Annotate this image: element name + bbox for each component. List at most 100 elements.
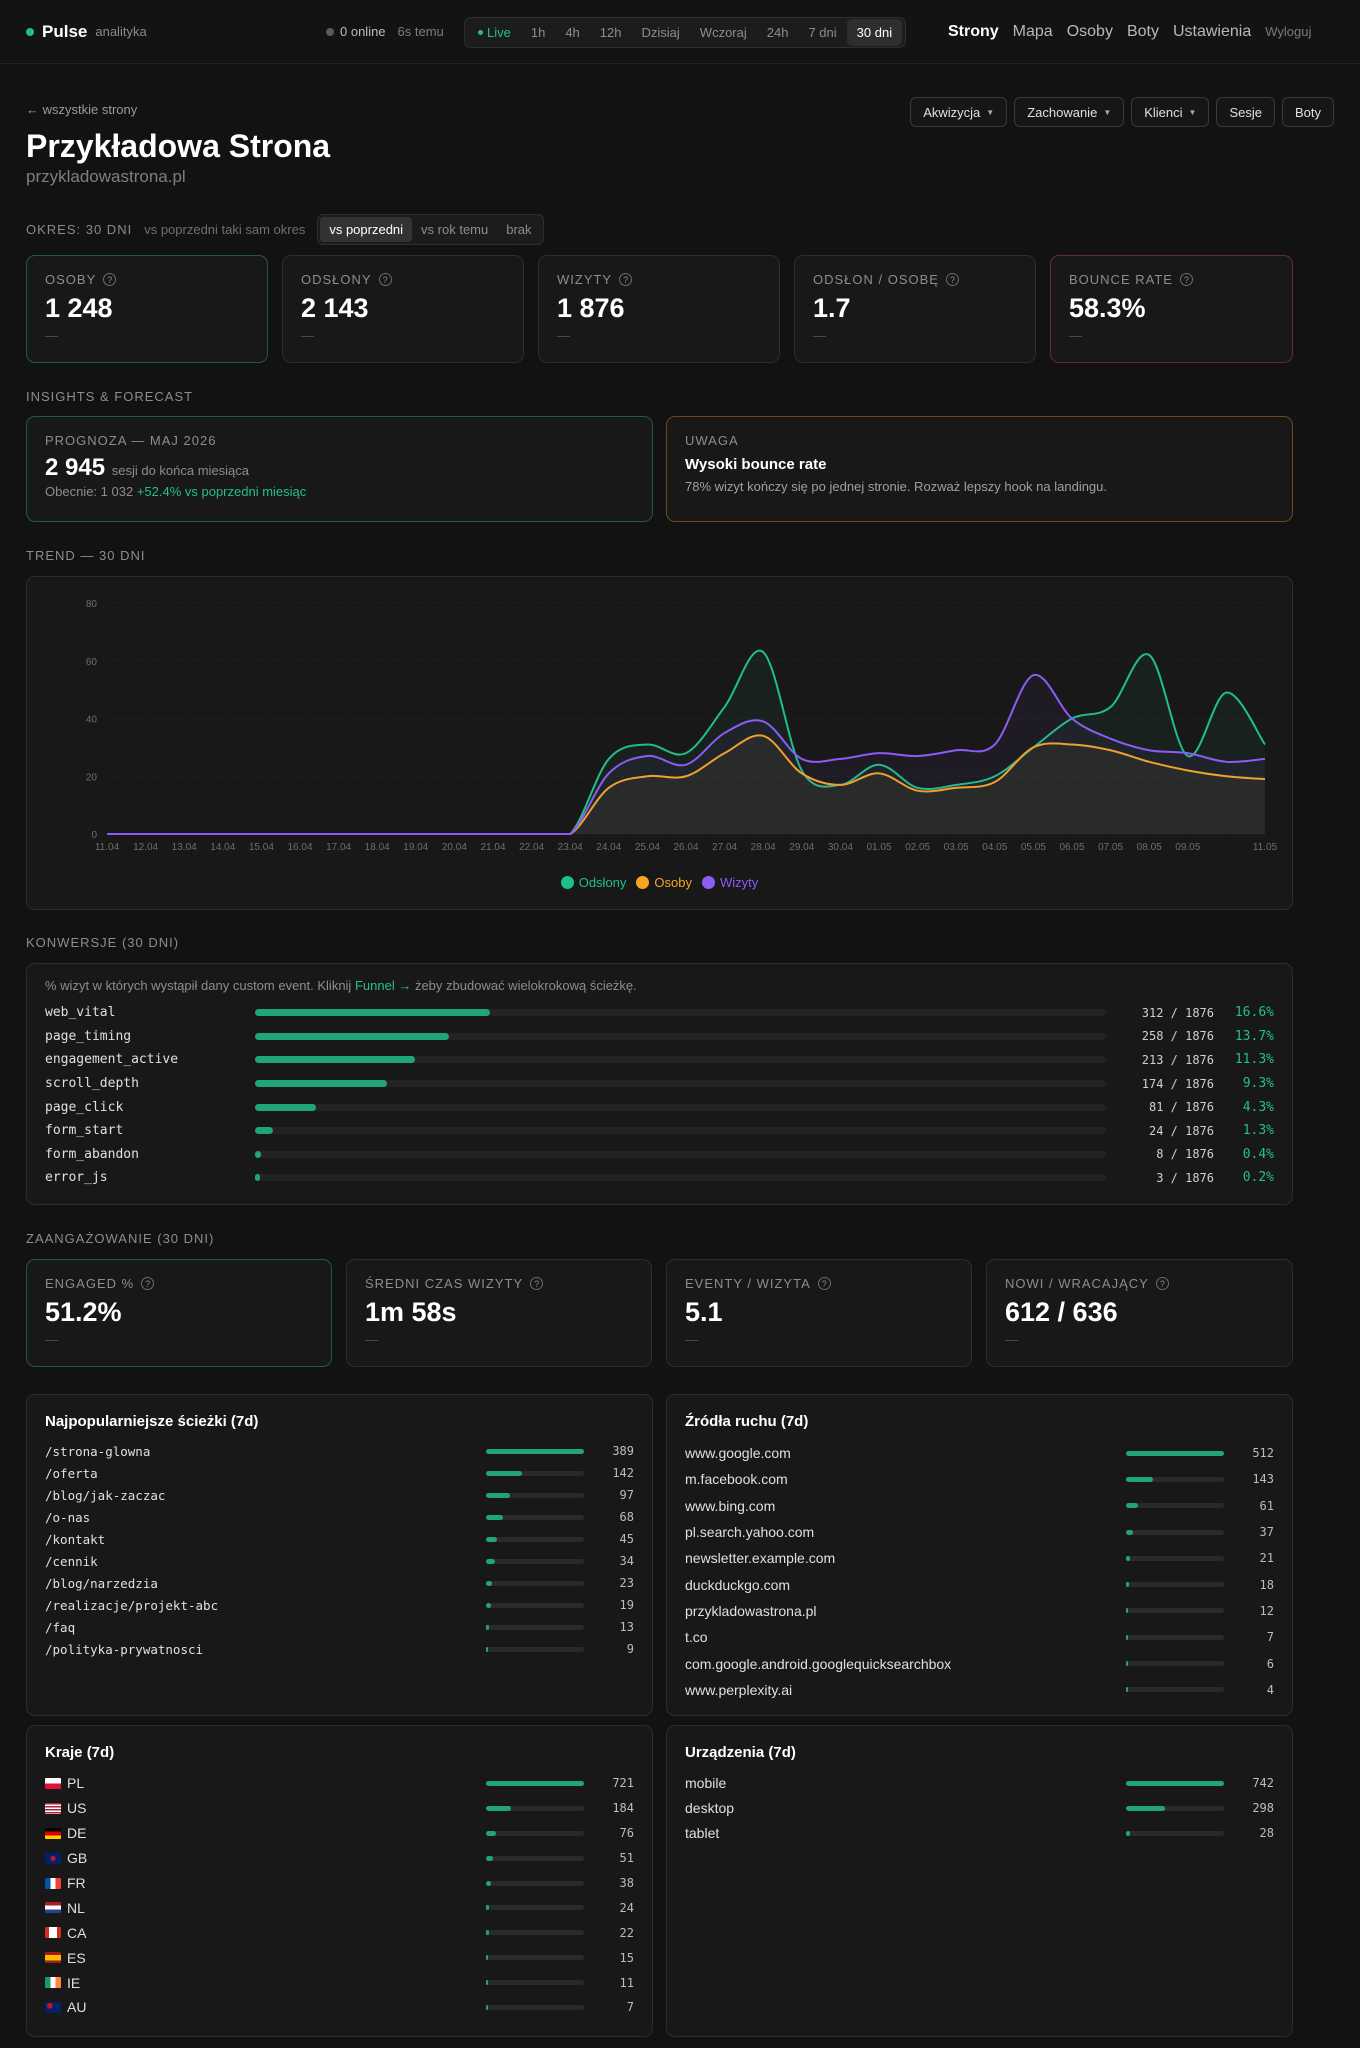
range-4h[interactable]: 4h <box>565 25 580 40</box>
country-row[interactable]: PL 721 <box>45 1771 634 1796</box>
country-row[interactable]: AU 7 <box>45 1995 634 2020</box>
range-7d[interactable]: 7 dni <box>808 25 837 40</box>
nav-boty[interactable]: Boty <box>1126 22 1159 40</box>
country-row[interactable]: NL 24 <box>45 1895 634 1920</box>
country-row[interactable]: CA 22 <box>45 1920 634 1945</box>
conversion-row[interactable]: engagement_active 213 / 1876 11.3% <box>45 1048 1274 1072</box>
help-icon[interactable]: ? <box>378 273 392 286</box>
country-row-bar-fill <box>486 1905 490 1911</box>
path-row[interactable]: /faq 13 <box>45 1616 634 1638</box>
country-row[interactable]: ES 15 <box>45 1945 634 1970</box>
x-tick-label: 25.04 <box>635 842 660 853</box>
x-tick-label: 08.05 <box>1137 842 1162 853</box>
path-row[interactable]: /polityka-prywatnosci 9 <box>45 1638 634 1660</box>
country-row[interactable]: US 184 <box>45 1796 634 1821</box>
device-row[interactable]: desktop 298 <box>685 1796 1274 1821</box>
help-icon[interactable]: ? <box>103 273 117 286</box>
brand[interactable]: Pulse analityka <box>26 22 147 42</box>
conversion-row[interactable]: page_timing 258 / 1876 13.7% <box>45 1025 1274 1049</box>
country-row[interactable]: DE 76 <box>45 1821 634 1846</box>
range-live[interactable]: Live <box>468 19 521 46</box>
country-row[interactable]: GB 51 <box>45 1846 634 1871</box>
source-row[interactable]: www.perplexity.ai 4 <box>685 1677 1274 1703</box>
conversion-row[interactable]: error_js 3 / 1876 0.2% <box>45 1166 1274 1190</box>
compare-none[interactable]: brak <box>506 222 532 237</box>
source-row[interactable]: przykladowastrona.pl 12 <box>685 1598 1274 1624</box>
legend-wizyty[interactable]: Wizyty <box>702 875 758 890</box>
range-30d[interactable]: 30 dni <box>846 19 903 46</box>
source-row[interactable]: pl.search.yahoo.com 37 <box>685 1519 1274 1545</box>
path-row[interactable]: /realizacje/projekt-abc 19 <box>45 1594 634 1616</box>
source-row[interactable]: duckduckgo.com 18 <box>685 1571 1274 1597</box>
back-link[interactable]: ← wszystkie strony <box>26 102 138 117</box>
help-icon[interactable]: ? <box>1179 273 1193 286</box>
path-row[interactable]: /oferta 142 <box>45 1462 634 1484</box>
range-1h[interactable]: 1h <box>530 25 546 40</box>
source-row[interactable]: www.google.com 512 <box>685 1440 1274 1466</box>
help-icon[interactable]: ? <box>945 273 959 286</box>
source-row[interactable]: com.google.android.googlequicksearchbox 6 <box>685 1650 1274 1676</box>
source-row[interactable]: t.co 7 <box>685 1624 1274 1650</box>
path-row[interactable]: /o-nas 68 <box>45 1506 634 1528</box>
compare-previous[interactable]: vs poprzedni <box>320 217 413 242</box>
source-row[interactable]: newsletter.example.com 21 <box>685 1545 1274 1571</box>
kpi-bounce-rate: BOUNCE RATE? 58.3% — <box>1050 255 1293 363</box>
range-24h[interactable]: 24h <box>766 25 789 40</box>
x-tick-label: 18.04 <box>365 842 390 853</box>
flag-fr-icon <box>45 1877 61 1889</box>
legend-osoby[interactable]: Osoby <box>636 875 692 890</box>
country-row-value: 22 <box>619 1925 634 1940</box>
help-icon[interactable]: ? <box>817 1277 831 1290</box>
x-tick-label: 29.04 <box>789 842 814 853</box>
country-row[interactable]: FR 38 <box>45 1871 634 1896</box>
source-row[interactable]: m.facebook.com 143 <box>685 1466 1274 1492</box>
x-tick-label: 21.04 <box>480 842 505 853</box>
country-row-bar <box>486 1980 584 1986</box>
source-row[interactable]: www.bing.com 61 <box>685 1493 1274 1519</box>
conversion-row[interactable]: web_vital 312 / 1876 16.6% <box>45 1001 1274 1025</box>
conversion-row[interactable]: form_start 24 / 1876 1.3% <box>45 1119 1274 1143</box>
zachowanie-dropdown[interactable]: Zachowanie ▼ <box>1014 97 1125 127</box>
nav-mapa[interactable]: Mapa <box>1012 22 1053 40</box>
flag-nl-icon <box>45 1902 61 1914</box>
country-row-label: ES <box>45 1950 486 1966</box>
range-yesterday[interactable]: Wczoraj <box>699 25 747 40</box>
range-today[interactable]: Dzisiaj <box>641 25 680 40</box>
x-tick-label: 11.04 <box>95 842 120 853</box>
sesje-button[interactable]: Sesje <box>1216 97 1275 127</box>
device-row[interactable]: tablet 28 <box>685 1821 1274 1846</box>
path-row[interactable]: /blog/narzedzia 23 <box>45 1572 634 1594</box>
x-tick-label: 19.04 <box>403 842 428 853</box>
boty-button[interactable]: Boty <box>1281 97 1334 127</box>
path-row[interactable]: /kontakt 45 <box>45 1528 634 1550</box>
legend-odslony[interactable]: Odsłony <box>560 875 626 890</box>
compare-year-ago[interactable]: vs rok temu <box>421 222 489 237</box>
source-row-bar-fill <box>1126 1582 1130 1588</box>
country-row[interactable]: IE 11 <box>45 1970 634 1995</box>
nav-ustawienia[interactable]: Ustawienia <box>1172 22 1252 40</box>
path-row[interactable]: /strona-glowna 389 <box>45 1440 634 1462</box>
nav-osoby[interactable]: Osoby <box>1066 22 1113 40</box>
device-row[interactable]: mobile 742 <box>685 1771 1274 1796</box>
countries-card: Kraje (7d) PL 721 US 184 DE 76 GB 51 FR 38 NL 24 CA 2… <box>26 1725 653 2037</box>
conversion-row[interactable]: scroll_depth 174 / 1876 9.3% <box>45 1072 1274 1096</box>
period-label: OKRES: 30 DNI <box>26 222 133 237</box>
klienci-dropdown[interactable]: Klienci ▼ <box>1131 97 1210 127</box>
range-12h[interactable]: 12h <box>599 25 622 40</box>
country-row-bar-fill <box>486 1830 497 1836</box>
source-row-value: 512 <box>1252 1446 1274 1461</box>
nav-strony[interactable]: Strony <box>948 22 999 40</box>
akwizycja-dropdown[interactable]: Akwizycja ▼ <box>910 97 1008 127</box>
path-row[interactable]: /blog/jak-zaczac 97 <box>45 1484 634 1506</box>
path-row[interactable]: /cennik 34 <box>45 1550 634 1572</box>
logout-link[interactable]: Wyloguj <box>1265 24 1312 39</box>
help-icon[interactable]: ? <box>141 1277 155 1290</box>
funnel-link[interactable]: Funnel → <box>354 978 412 993</box>
conversion-row[interactable]: page_click 81 / 1876 4.3% <box>45 1095 1274 1119</box>
help-icon[interactable]: ? <box>619 273 633 286</box>
conversion-row[interactable]: form_abandon 8 / 1876 0.4% <box>45 1143 1274 1167</box>
country-row-value: 11 <box>619 1975 634 1990</box>
help-icon[interactable]: ? <box>1155 1277 1169 1290</box>
help-icon[interactable]: ? <box>530 1277 544 1290</box>
country-row-value: 38 <box>619 1876 634 1890</box>
